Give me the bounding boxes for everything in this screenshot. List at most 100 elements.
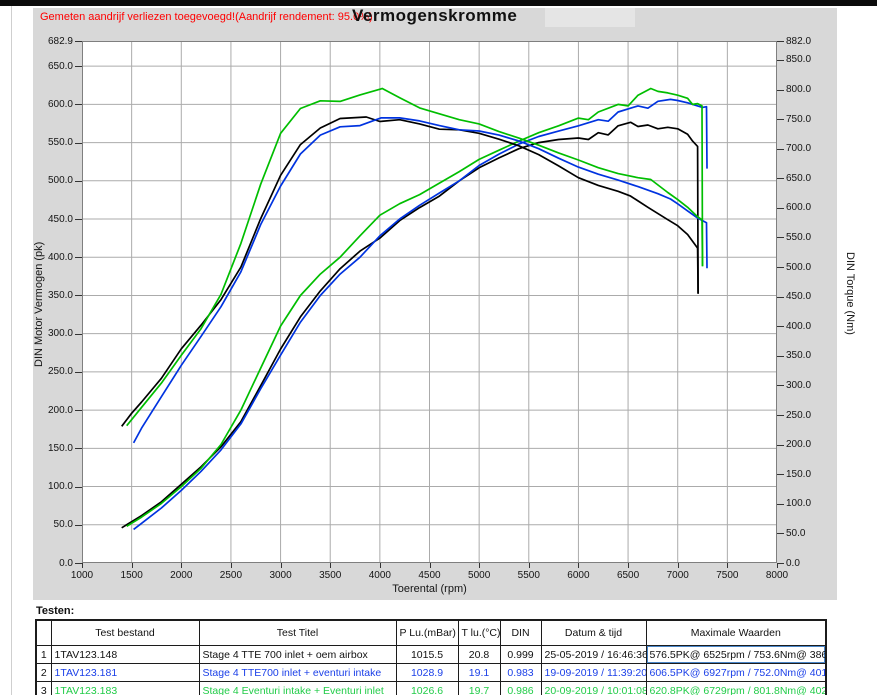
table-column-header xyxy=(35,619,52,646)
y-left-tick-label: 350.0 xyxy=(47,289,73,301)
y-right-tick-label: 400.0 xyxy=(786,320,812,332)
x-tick xyxy=(379,563,381,568)
table-column-header: P Lu.(mBar) xyxy=(395,619,459,646)
row-number[interactable]: 1 xyxy=(35,645,52,664)
cell[interactable]: 1015.5 xyxy=(395,645,459,664)
test-row-2[interactable]: 2 1TAV123.181 Stage 4 TTE700 inlet + event… xyxy=(35,663,827,682)
y-right-tick xyxy=(777,119,784,121)
y-left-tick-label: 500.0 xyxy=(47,175,73,187)
y-right-tick xyxy=(777,237,784,239)
y-right-tick xyxy=(777,503,784,505)
y-left-tick-label: 150.0 xyxy=(47,442,73,454)
tests-caption: Testen: xyxy=(36,605,75,617)
x-tick-label: 3500 xyxy=(319,570,342,581)
run1-torque-nm-curve xyxy=(121,116,699,427)
y-left-tick-label: 0.0 xyxy=(59,557,73,569)
x-tick-label: 2000 xyxy=(170,570,193,581)
x-tick xyxy=(330,563,332,568)
cell[interactable]: 20.8 xyxy=(457,645,501,664)
y-right-tick-label: 700.0 xyxy=(786,143,812,155)
test-row-3[interactable]: 3 1TAV123.183 Stage 4 Eventuri intake + Ev… xyxy=(35,681,827,695)
y-left-tick xyxy=(75,295,82,297)
y-left-tick-label: 600.0 xyxy=(47,98,73,110)
y-right-tick-label: 550.0 xyxy=(786,231,812,243)
x-tick xyxy=(82,563,83,568)
table-column-header: Test bestand xyxy=(50,619,200,646)
cell[interactable]: 1028.9 xyxy=(395,663,459,682)
run1-power-pk-curve xyxy=(121,121,699,529)
x-tick xyxy=(578,563,580,568)
cell[interactable]: 1TAV123.148 xyxy=(50,645,200,664)
x-tick xyxy=(131,563,133,568)
cell[interactable]: 19.7 xyxy=(457,681,501,695)
x-tick xyxy=(727,563,729,568)
table-column-header: Maximale Waarden xyxy=(645,619,827,646)
x-tick xyxy=(777,563,778,568)
x-tick xyxy=(280,563,282,568)
y-right-tick-label: 500.0 xyxy=(786,261,812,273)
y-right-tick-label: 882.0 xyxy=(786,35,812,47)
selected-max-values-cell[interactable]: 576.5PK@ 6525rpm / 753.6Nm@ 3863rpm xyxy=(645,645,827,664)
y-left-tick-label: 200.0 xyxy=(47,404,73,416)
tests-table: Test bestand Test Titel P Lu.(mBar) T lu.(°… xyxy=(35,619,827,695)
x-tick-label: 4000 xyxy=(368,570,391,581)
y-right-tick xyxy=(777,207,784,209)
y-left-tick-label: 300.0 xyxy=(47,328,73,340)
cell[interactable]: 606.5PK@ 6927rpm / 752.0Nm@ 4010rpm xyxy=(645,663,827,682)
cell[interactable]: 1TAV123.183 xyxy=(50,681,200,695)
cell[interactable]: 1TAV123.181 xyxy=(50,663,200,682)
chart-title: Vermogenskromme xyxy=(352,6,518,25)
cell[interactable]: Stage 4 Eventuri intake + Eventuri inlet xyxy=(198,681,397,695)
y-right-tick xyxy=(777,415,784,417)
drivetrain-loss-warning: Gemeten aandrijf verliezen toegevoegd!(A… xyxy=(40,11,373,23)
cell[interactable]: 19-09-2019 / 11:39:20 xyxy=(540,663,647,682)
y-right-axis-title: DIN Torque (Nm) xyxy=(844,252,856,335)
run3-power-pk-curve xyxy=(126,87,704,528)
x-tick-label: 7000 xyxy=(666,570,689,581)
y-right-tick xyxy=(777,533,784,535)
cell[interactable]: 1026.6 xyxy=(395,681,459,695)
left-rule-line xyxy=(11,6,12,695)
plot-area xyxy=(82,41,777,563)
y-left-tick xyxy=(75,41,82,42)
y-right-tick xyxy=(777,59,784,61)
run2-torque-nm-curve xyxy=(132,117,708,444)
cell[interactable]: 0.999 xyxy=(499,645,542,664)
y-left-tick xyxy=(75,371,82,373)
x-tick xyxy=(677,563,679,568)
cell[interactable]: 19.1 xyxy=(457,663,501,682)
y-right-tick xyxy=(777,148,784,150)
y-left-tick xyxy=(75,486,82,488)
x-tick xyxy=(628,563,630,568)
y-left-tick xyxy=(75,180,82,182)
y-right-tick xyxy=(777,296,784,298)
y-right-tick-label: 100.0 xyxy=(786,498,812,510)
y-right-tick-label: 600.0 xyxy=(786,202,812,214)
y-right-tick xyxy=(777,444,784,446)
x-tick-label: 8000 xyxy=(765,570,789,581)
y-left-tick-label: 50.0 xyxy=(53,519,73,531)
table-column-header: Test Titel xyxy=(198,619,397,646)
x-tick-label: 6000 xyxy=(567,570,590,581)
row-number[interactable]: 2 xyxy=(35,663,52,682)
y-left-tick-label: 450.0 xyxy=(47,213,73,225)
x-tick-label: 7500 xyxy=(716,570,739,581)
y-left-tick xyxy=(75,563,82,564)
row-number[interactable]: 3 xyxy=(35,681,52,695)
y-left-tick-label: 100.0 xyxy=(47,481,73,493)
y-right-tick-label: 250.0 xyxy=(786,409,812,421)
y-left-tick xyxy=(75,524,82,526)
y-right-tick xyxy=(777,474,784,476)
cell[interactable]: Stage 4 TTE700 inlet + eventuri intake xyxy=(198,663,397,682)
cell[interactable]: Stage 4 TTE 700 inlet + oem airbox xyxy=(198,645,397,664)
cell[interactable]: 0.986 xyxy=(499,681,542,695)
cell[interactable]: 0.983 xyxy=(499,663,542,682)
cell[interactable]: 25-05-2019 / 16:46:36 xyxy=(540,645,647,664)
y-right-tick xyxy=(777,178,784,180)
cell[interactable]: 620.8PK@ 6729rpm / 801.8Nm@ 4025rpm xyxy=(645,681,827,695)
cell[interactable]: 20-09-2019 / 10:01:08 xyxy=(540,681,647,695)
table-header-row: Test bestand Test Titel P Lu.(mBar) T lu.(°… xyxy=(35,619,827,646)
y-right-tick xyxy=(777,41,784,42)
test-row-1[interactable]: 1 1TAV123.148 Stage 4 TTE 700 inlet + oem … xyxy=(35,645,827,664)
y-right-tick-label: 150.0 xyxy=(786,468,812,480)
